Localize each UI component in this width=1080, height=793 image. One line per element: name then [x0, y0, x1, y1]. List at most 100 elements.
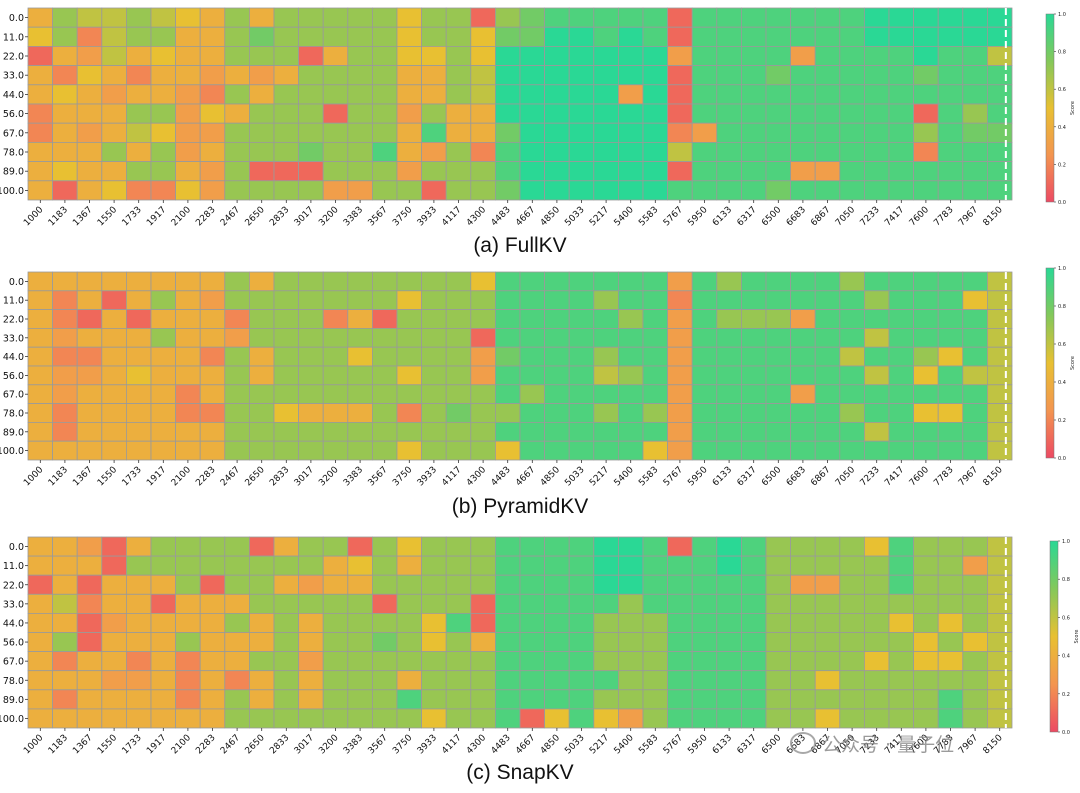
heatmap-cell: [126, 421, 152, 442]
heatmap-cell: [593, 536, 619, 557]
heatmap-cell: [642, 65, 669, 86]
heatmap-cell: [150, 403, 177, 423]
heatmap-cell: [224, 271, 250, 292]
heatmap-cell: [568, 65, 595, 86]
heatmap-cell: [150, 46, 177, 67]
x-tick-label: 3017: [293, 205, 316, 228]
heatmap-cell: [494, 651, 521, 672]
heatmap-cell: [273, 180, 300, 201]
heatmap-cell: [347, 46, 373, 67]
heatmap-cell: [273, 384, 300, 404]
heatmap-cell: [126, 365, 152, 386]
heatmap-cell: [396, 84, 423, 105]
heatmap-cell: [667, 103, 693, 124]
x-tick-label: 7967: [957, 733, 980, 756]
y-tick-label: 78.0: [3, 676, 24, 687]
heatmap-cell: [962, 574, 988, 595]
heatmap-cell: [716, 7, 742, 28]
x-tick-label: 2100: [170, 465, 193, 488]
heatmap-cell: [765, 122, 792, 143]
heatmap-cell: [913, 440, 939, 461]
x-tick-label: 5950: [686, 205, 709, 228]
x-tick-label: 2650: [244, 465, 267, 488]
heatmap-cell: [322, 161, 349, 182]
heatmap-cell: [593, 141, 619, 162]
x-tick-label: 3750: [391, 465, 414, 488]
heatmap-cell: [544, 346, 570, 367]
heatmap-cell: [839, 555, 865, 576]
heatmap-cell: [494, 440, 521, 461]
heatmap-cell: [445, 651, 472, 672]
heatmap-cell: [199, 440, 226, 461]
heatmap-cell: [814, 161, 841, 182]
heatmap-cell: [814, 365, 841, 386]
heatmap-cell: [593, 46, 619, 67]
x-tick-label: 6133: [711, 465, 734, 488]
heatmap-cell: [76, 651, 103, 672]
heatmap-cell: [52, 574, 78, 595]
x-tick-label: 6867: [809, 465, 832, 488]
heatmap-cell: [741, 403, 767, 423]
x-tick-label: 7600: [908, 205, 931, 228]
heatmap-cell: [691, 122, 718, 143]
heatmap-cell: [618, 46, 644, 67]
heatmap-cell: [494, 403, 521, 423]
heatmap-cell: [568, 122, 595, 143]
heatmap-cell: [175, 84, 201, 105]
heatmap-cell: [642, 384, 669, 404]
heatmap-cell: [667, 574, 693, 595]
x-tick-label: 4667: [514, 205, 537, 228]
heatmap-cell: [987, 403, 1013, 423]
heatmap-cell: [765, 271, 792, 292]
heatmap-cell: [52, 440, 78, 461]
heatmap-cell: [716, 26, 742, 47]
heatmap-cell: [175, 440, 201, 461]
colorbar-tick-label: 0.2: [1062, 692, 1070, 698]
heatmap-cell: [150, 670, 177, 691]
heatmap-cell: [396, 365, 423, 386]
heatmap-cell: [27, 574, 54, 595]
heatmap-cell: [593, 84, 619, 105]
heatmap-cell: [76, 84, 103, 105]
heatmap-cell: [987, 689, 1013, 710]
heatmap-cell: [839, 290, 865, 310]
heatmap-cell: [519, 327, 546, 348]
heatmap-cell: [741, 84, 767, 105]
heatmap-cell: [839, 122, 865, 143]
colorbar: [1045, 267, 1055, 459]
heatmap-cell: [150, 103, 177, 124]
heatmap-cell: [371, 46, 398, 67]
heatmap-cell: [519, 46, 546, 67]
heatmap-cell: [347, 708, 373, 729]
heatmap-cell: [519, 421, 546, 442]
heatmap-cell: [494, 84, 521, 105]
heatmap-cell: [470, 651, 496, 672]
heatmap-cell: [248, 403, 275, 423]
heatmap-cell: [642, 103, 669, 124]
colorbar-tick-label: 0.6: [1062, 615, 1070, 621]
heatmap-cell: [913, 122, 939, 143]
wechat-icon: [790, 732, 816, 754]
heatmap-cell: [224, 365, 250, 386]
heatmap-cell: [987, 309, 1013, 329]
heatmap-cell: [618, 632, 644, 653]
heatmap-cell: [76, 613, 103, 633]
heatmap-cell: [962, 689, 988, 710]
heatmap-cell: [593, 632, 619, 653]
heatmap-cell: [790, 46, 816, 67]
heatmap-cell: [618, 290, 644, 310]
x-tick-label: 3933: [416, 205, 439, 228]
heatmap-cell: [790, 689, 816, 710]
heatmap-cell: [568, 84, 595, 105]
heatmap-cell: [494, 327, 521, 348]
heatmap-cell: [864, 708, 890, 729]
heatmap-cell: [839, 327, 865, 348]
heatmap-cell: [765, 141, 792, 162]
heatmap-cell: [421, 84, 447, 105]
heatmap-cell: [27, 403, 54, 423]
heatmap-cell: [519, 365, 546, 386]
heatmap-cell: [691, 593, 718, 614]
heatmap-cell: [691, 421, 718, 442]
heatmap-cell: [593, 365, 619, 386]
heatmap-cell: [765, 309, 792, 329]
